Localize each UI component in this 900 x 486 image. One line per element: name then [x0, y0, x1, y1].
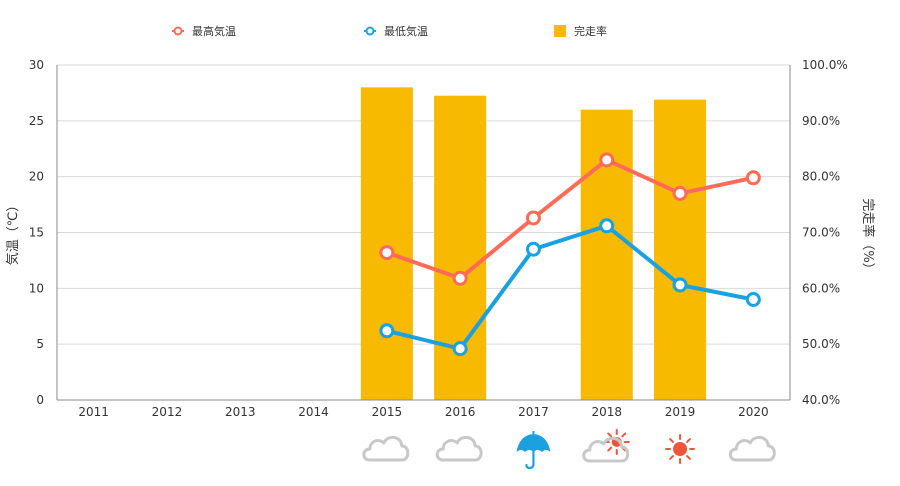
y2-axis-label: 完走率（%） [860, 198, 876, 275]
umbrella-icon [516, 431, 551, 470]
y-tick-label: 0 [36, 393, 44, 407]
y2-tick-label: 50.0% [802, 337, 840, 351]
cloud-icon [362, 435, 410, 462]
y-tick-label: 25 [29, 114, 44, 128]
lines [379, 152, 761, 357]
cloud-outline [582, 436, 630, 463]
data-point [525, 210, 541, 226]
x-tick-label: 2016 [445, 405, 476, 419]
sun-ray [686, 438, 691, 443]
weather-icons [362, 429, 776, 470]
y2-tick-label: 60.0% [802, 281, 840, 295]
y2-tick-label: 80.0% [802, 170, 840, 184]
series-line [384, 223, 756, 351]
small-sun-icon [603, 429, 630, 455]
y-tick-label: 20 [29, 170, 44, 184]
x-tick-label: 2020 [738, 405, 769, 419]
sun-ray [607, 446, 613, 452]
data-point [599, 152, 615, 168]
bar [654, 99, 707, 400]
data-point [745, 292, 761, 307]
legend-label: 最高気温 [192, 24, 236, 38]
cloud-outline [362, 435, 410, 462]
data-point [672, 185, 688, 201]
x-tick-label: 2014 [298, 405, 329, 419]
bar [360, 87, 413, 400]
sun-ray [669, 438, 674, 443]
legend-marker [173, 26, 183, 36]
y-tick-label: 5 [36, 337, 44, 351]
y-tick-label: 10 [29, 281, 44, 295]
legend-label: 完走率 [574, 24, 607, 38]
y2-tick-label: 40.0% [802, 393, 840, 407]
sun-ray [607, 432, 613, 438]
legend-swatch [554, 25, 566, 37]
data-point [452, 341, 468, 357]
cloud-icon [435, 435, 483, 462]
series-line [384, 157, 756, 281]
cloud-outline [728, 435, 776, 462]
data-point [379, 245, 395, 261]
x-tick-label: 2017 [518, 405, 549, 419]
umbrella-handle [525, 450, 535, 470]
x-tick-label: 2019 [665, 405, 696, 419]
legend-label: 最低気温 [384, 24, 428, 38]
cloud-icon [582, 436, 630, 463]
data-point [379, 323, 395, 339]
x-tick-label: 2018 [591, 405, 622, 419]
legend: 最高気温 最低気温 完走率 [172, 24, 607, 38]
data-point [525, 241, 541, 257]
data-point [599, 218, 615, 234]
x-tick-label: 2013 [225, 405, 256, 419]
y2-tick-label: 100.0% [802, 58, 848, 72]
x-tick-label: 2011 [78, 405, 109, 419]
sun-icon [665, 434, 696, 464]
cloud-outline [435, 435, 483, 462]
sun-ray [669, 455, 674, 460]
y-tick-label: 15 [29, 226, 44, 240]
x-tick-label: 2015 [372, 405, 403, 419]
data-point [452, 270, 468, 286]
sun-cloud-icon [582, 429, 630, 463]
y2-tick-label: 70.0% [802, 226, 840, 240]
cloud-icon [728, 435, 776, 462]
sun-ray [686, 455, 691, 460]
axes: 0 5 10 15 20 25 30 40.0% 50.0% 60.0% 70.0% 80.0% 90.… [29, 58, 848, 419]
data-point [672, 277, 688, 293]
legend-marker [365, 26, 375, 36]
data-point [745, 170, 761, 186]
y-axis-label: 気温（℃） [5, 199, 21, 266]
sun-disc [673, 442, 688, 456]
sun-ray [621, 432, 627, 438]
x-tick-label: 2012 [152, 405, 183, 419]
umbrella-canopy [516, 434, 551, 452]
y2-tick-label: 90.0% [802, 114, 840, 128]
y-tick-label: 30 [29, 58, 44, 72]
